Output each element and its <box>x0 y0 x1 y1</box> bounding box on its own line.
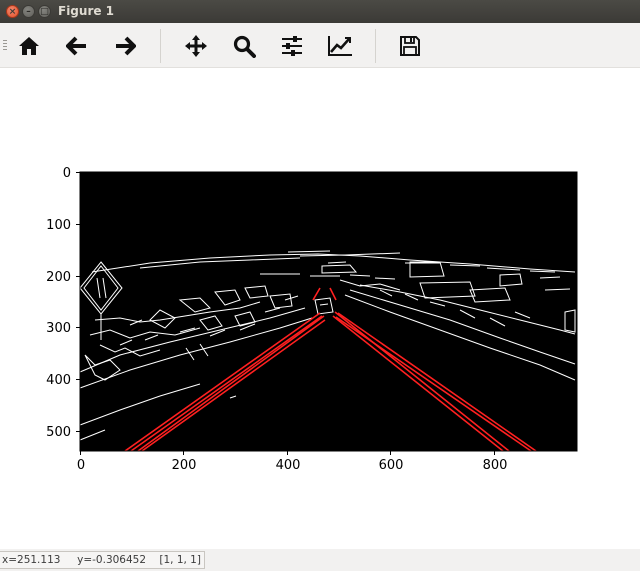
canny-edge-image <box>79 250 576 441</box>
window-titlebar: × – □ Figure 1 <box>0 0 640 23</box>
home-button[interactable] <box>14 31 44 61</box>
sliders-icon <box>282 36 302 56</box>
y-axis: 0 100 200 300 400 500 <box>46 166 80 440</box>
window-maximize-button[interactable]: □ <box>38 5 51 18</box>
save-button[interactable] <box>395 31 425 61</box>
lane-lines <box>124 287 537 452</box>
y-tick-label: 500 <box>46 425 71 440</box>
toolbar-separator <box>160 29 161 63</box>
zoom-button[interactable] <box>229 31 259 61</box>
window-minimize-button[interactable]: – <box>22 5 35 18</box>
floppy-disk-icon <box>400 36 420 56</box>
x-tick-label: 400 <box>276 458 301 473</box>
back-button[interactable] <box>62 31 92 61</box>
y-tick-label: 300 <box>46 321 71 336</box>
x-tick-label: 600 <box>379 458 404 473</box>
line-chart-icon <box>328 36 352 56</box>
edit-axes-button[interactable] <box>325 31 355 61</box>
status-bar: x=251.113 y=-0.306452 [1, 1, 1] <box>0 549 640 571</box>
toolbar-grip[interactable] <box>3 40 7 52</box>
window-close-button[interactable]: × <box>6 5 19 18</box>
magnifier-icon <box>233 35 256 58</box>
arrow-left-icon <box>66 36 86 56</box>
window-title: Figure 1 <box>58 4 115 18</box>
forward-button[interactable] <box>110 31 140 61</box>
navigation-toolbar <box>0 23 640 68</box>
pan-button[interactable] <box>181 31 211 61</box>
x-tick-label: 0 <box>77 458 85 473</box>
toolbar-separator <box>375 29 376 63</box>
x-tick-label: 800 <box>483 458 508 473</box>
figure-canvas[interactable]: 0 100 200 300 400 500 0 200 400 600 800 <box>0 68 640 548</box>
cursor-coordinates: x=251.113 y=-0.306452 [1, 1, 1] <box>0 551 205 569</box>
edge-image-background <box>80 172 577 451</box>
x-axis: 0 200 400 600 800 <box>77 451 508 473</box>
y-tick-label: 0 <box>63 166 71 181</box>
home-icon <box>19 37 39 55</box>
x-tick-label: 200 <box>172 458 197 473</box>
y-tick-label: 400 <box>46 373 71 388</box>
move-icon <box>185 35 207 57</box>
y-tick-label: 100 <box>46 218 71 233</box>
arrow-right-icon <box>116 36 136 56</box>
axes-frame <box>79 171 578 452</box>
y-tick-label: 200 <box>46 270 71 285</box>
subplots-button[interactable] <box>277 31 307 61</box>
